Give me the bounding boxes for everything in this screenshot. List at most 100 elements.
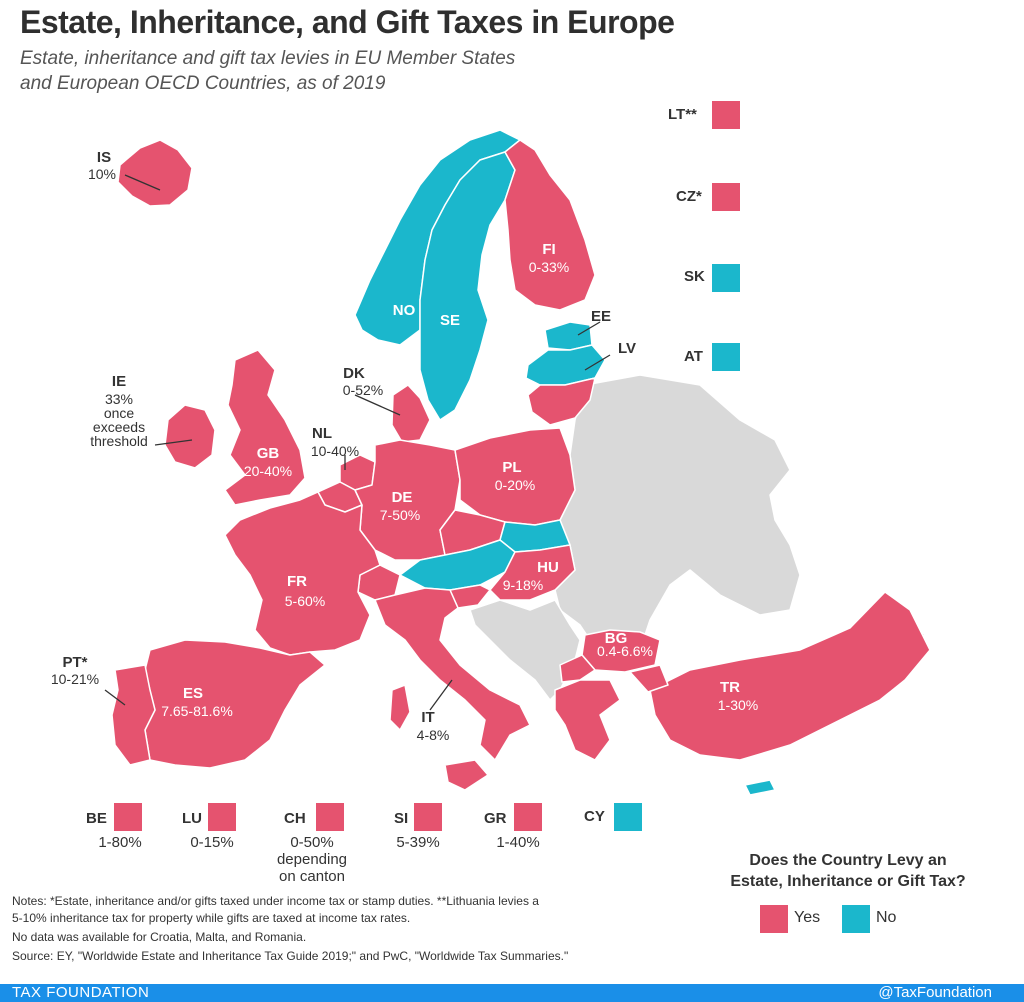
bottom-square-be [114, 803, 142, 831]
label-dk-code: DK [343, 365, 365, 382]
label-fi-value: 0-33% [529, 259, 569, 275]
label-pt-value: 10-21% [51, 671, 99, 687]
label-de-value: 7-50% [380, 507, 420, 523]
bottom-square-lu [208, 803, 236, 831]
legend-yes-label: Yes [794, 909, 821, 926]
bottom-square-value-ch-3: on canton [279, 868, 345, 885]
label-dk-value: 0-52% [343, 382, 383, 398]
label-ie-value-2: once [104, 405, 135, 421]
label-is-code: IS [97, 149, 111, 166]
bottom-square-value-be: 1-80% [98, 834, 142, 851]
label-ee-code: EE [591, 308, 611, 325]
side-square-lt [712, 101, 740, 129]
side-square-label-lt: LT** [668, 106, 697, 123]
label-ie-code: IE [112, 373, 126, 390]
country-north-balkan-pink [559, 654, 596, 683]
label-it-code: IT [421, 709, 434, 726]
label-nl-code: NL [312, 425, 332, 442]
bottom-square-label-si: SI [394, 810, 409, 827]
country-gb [224, 349, 306, 506]
label-ie-value-1: 33% [105, 391, 133, 407]
country-tr-thrace [629, 664, 669, 693]
country-ee [544, 321, 593, 351]
label-hu-code: HU [537, 559, 559, 576]
label-it-value: 4-8% [417, 727, 450, 743]
legend-no-label: No [876, 909, 897, 926]
side-square-label-cz: CZ* [676, 188, 702, 205]
bottom-square-label-lu: LU [182, 810, 202, 827]
footer-bar: TAX FOUNDATION @TaxFoundation [0, 984, 1024, 1002]
label-nl-value: 10-40% [311, 443, 359, 459]
page-title: Estate, Inheritance, and Gift Taxes in E… [20, 4, 675, 40]
bottom-square-label-cy: CY [584, 808, 605, 825]
region-no-data-east [554, 374, 801, 661]
legend-yes-swatch [760, 905, 788, 933]
label-pt-code: PT* [62, 654, 87, 671]
label-se-code: SE [440, 312, 460, 329]
label-es-code: ES [183, 685, 203, 702]
bottom-square-value-gr: 1-40% [496, 834, 540, 851]
notes: Notes: *Estate, inheritance and/or gifts… [12, 893, 672, 967]
bottom-square-value-ch-2: depending [276, 851, 348, 868]
label-hu-value: 9-18% [503, 577, 543, 593]
label-fi-code: FI [542, 241, 555, 258]
label-de-code: DE [392, 489, 413, 506]
bottom-square-value-lu: 0-15% [190, 834, 234, 851]
country-is [117, 139, 193, 207]
bottom-square-si [414, 803, 442, 831]
footer-handle[interactable]: @TaxFoundation [878, 984, 992, 1001]
label-gb-value: 20-40% [244, 463, 292, 479]
bottom-square-label-ch: CH [284, 810, 306, 827]
bottom-square-label-be: BE [86, 810, 107, 827]
label-lv-code: LV [618, 340, 636, 357]
footer-brand: TAX FOUNDATION [12, 984, 150, 1001]
legend-no-swatch [842, 905, 870, 933]
country-ie [164, 404, 216, 469]
country-fi [504, 139, 596, 311]
side-square-label-at: AT [684, 348, 703, 365]
label-pl-value: 0-20% [495, 477, 535, 493]
side-square-cz [712, 183, 740, 211]
label-tr-code: TR [720, 679, 740, 696]
country-it-sardinia [389, 684, 411, 731]
side-square-at [712, 343, 740, 371]
bottom-square-value-ch: 0-50% depending on canton [262, 834, 362, 885]
label-ie-value-4: threshold [90, 433, 148, 449]
bottom-square-gr [514, 803, 542, 831]
bottom-square-value-si: 5-39% [396, 834, 440, 851]
side-square-label-sk: SK [684, 268, 705, 285]
label-ie-value-3: exceeds [93, 419, 145, 435]
notes-line-1: Notes: *Estate, inheritance and/or gifts… [12, 894, 539, 908]
country-cy [744, 779, 776, 796]
legend-title-line-2: Estate, Inheritance or Gift Tax? [730, 873, 966, 890]
label-fr-value: 5-60% [285, 593, 325, 609]
country-se [419, 151, 516, 421]
label-no-code: NO [393, 302, 416, 319]
country-pt [111, 664, 156, 766]
bottom-square-value-ch-1: 0-50% [290, 834, 334, 851]
notes-line-3: No data was available for Croatia, Malta… [12, 930, 307, 944]
label-bg-code: BG [605, 630, 628, 647]
label-gb-code: GB [257, 445, 280, 462]
country-fr [224, 491, 381, 656]
legend-title-line-1: Does the Country Levy an [749, 852, 947, 869]
country-tr [649, 591, 931, 761]
subtitle-line-1: Estate, inheritance and gift tax levies … [20, 48, 516, 69]
bottom-square-ch [316, 803, 344, 831]
label-tr-value: 1-30% [718, 697, 758, 713]
label-es-value: 7.65-81.6% [161, 703, 233, 719]
page-subtitle: Estate, inheritance and gift tax levies … [20, 46, 660, 96]
region-no-data-balkans [469, 599, 581, 701]
country-lt [527, 377, 596, 426]
country-gr [554, 679, 621, 761]
notes-line-2: 5-10% inheritance tax for property while… [12, 911, 411, 925]
label-fr-code: FR [287, 573, 307, 590]
country-dk [391, 384, 431, 443]
notes-line-4: Source: EY, "Worldwide Estate and Inheri… [12, 949, 569, 963]
label-is-value: 10% [88, 166, 116, 182]
label-pl-code: PL [502, 459, 521, 476]
bottom-square-cy [614, 803, 642, 831]
country-lv [525, 344, 606, 386]
bottom-square-label-gr: GR [484, 810, 507, 827]
